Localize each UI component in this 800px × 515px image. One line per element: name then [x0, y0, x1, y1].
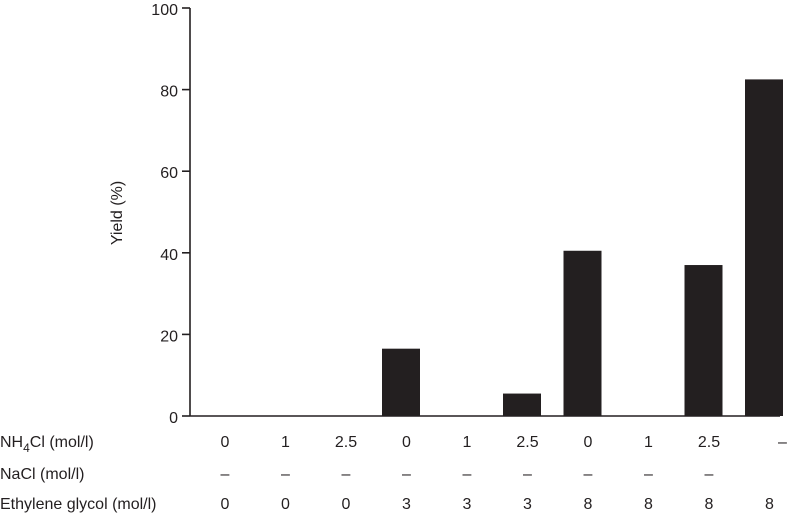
condition-cell: – — [402, 466, 411, 483]
condition-cell: 3 — [402, 496, 411, 513]
condition-cell: 8 — [765, 496, 774, 513]
condition-cell: 1 — [281, 434, 290, 451]
y-tick-label: 60 — [160, 165, 178, 182]
condition-cell: 3 — [463, 496, 472, 513]
axis-layer — [189, 8, 780, 417]
condition-row-label: NH4Cl (mol/l) — [0, 434, 94, 455]
condition-cell: – — [281, 466, 290, 483]
condition-cell: – — [705, 466, 714, 483]
condition-table: NH4Cl (mol/l) 0 1 2.5 0 1 2.5 0 1 2.5 – NaCl (mol/l… — [0, 434, 787, 513]
condition-cell: 0 — [281, 496, 290, 513]
y-tick-label: 20 — [160, 328, 178, 345]
bar — [382, 348, 420, 416]
condition-cell: 8 — [584, 496, 593, 513]
condition-cell: 2.5 — [516, 434, 538, 451]
condition-cell: – — [584, 466, 593, 483]
bars-layer — [382, 79, 783, 417]
condition-cell: – — [221, 466, 230, 483]
condition-cell: 1 — [644, 434, 653, 451]
condition-cell: 1 — [463, 434, 472, 451]
condition-row-label: NaCl (mol/l) — [0, 466, 84, 483]
condition-cell: 8 — [705, 496, 714, 513]
condition-cell: 0 — [221, 434, 230, 451]
condition-cell: – — [644, 466, 653, 483]
condition-cell: 2.5 — [335, 434, 357, 451]
condition-cell: 8 — [644, 496, 653, 513]
y-tick-label: 0 — [169, 410, 178, 427]
condition-cell: – — [463, 466, 472, 483]
bar — [745, 79, 783, 417]
y-axis-label: Yield (%) — [109, 181, 126, 245]
y-tick-label: 100 — [151, 2, 178, 19]
y-tick-label: 40 — [160, 247, 178, 264]
condition-cell: – — [523, 466, 532, 483]
bar — [563, 250, 602, 416]
bar — [503, 393, 541, 416]
condition-row-label: Ethylene glycol (mol/l) — [0, 496, 157, 513]
condition-cell: 2.5 — [698, 434, 720, 451]
condition-cell: 0 — [402, 434, 411, 451]
condition-cell: – — [778, 434, 787, 451]
condition-cell: – — [342, 466, 351, 483]
condition-cell: 0 — [221, 496, 230, 513]
y-tick-labels: 0 20 40 60 80 100 — [151, 2, 190, 427]
condition-cell: 0 — [342, 496, 351, 513]
bar — [684, 265, 723, 416]
y-tick-label: 80 — [160, 84, 178, 101]
condition-cell: 3 — [523, 496, 532, 513]
condition-cell: 0 — [584, 434, 593, 451]
